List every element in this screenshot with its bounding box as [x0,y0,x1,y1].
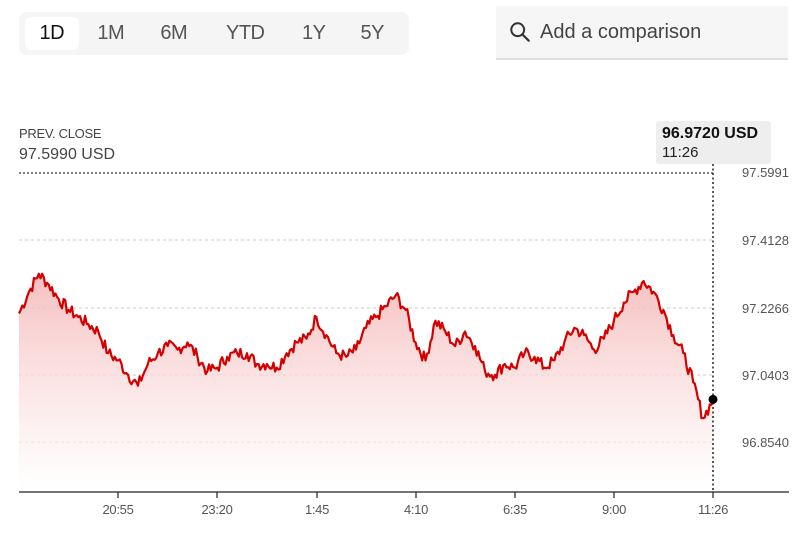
comparison-search[interactable] [496,6,788,60]
tab-5y[interactable]: 5Y [360,22,385,44]
tab-6m[interactable]: 6M [160,22,188,44]
tooltip-price: 96.9720 USD [662,125,759,142]
x-tick-label: 11:26 [697,502,729,517]
x-tick-label: 23:20 [201,502,233,517]
x-tick-label: 20:55 [102,502,134,517]
x-tick-label: 6:35 [502,502,528,517]
prev-close-value: 97.5990 USD [19,146,116,163]
tab-1y[interactable]: 1Y [301,22,326,44]
comparison-input[interactable] [540,20,770,44]
price-tooltip: 96.9720 USD 11:26 [656,121,771,164]
x-axis-ticks [117,492,714,498]
x-tick-label: 9:00 [601,502,627,517]
x-tick-label: 1:45 [304,502,330,517]
y-tick-label: 97.2266 [742,301,789,316]
prev-close-label: PREV. CLOSE [19,126,102,141]
search-icon [510,22,530,42]
y-tick-label: 97.5991 [742,165,789,180]
y-tick-label: 97.4128 [742,233,789,248]
x-tick-label: 4:10 [403,502,429,517]
y-tick-label: 97.0403 [742,368,789,383]
tab-1d[interactable]: 1D [25,17,79,50]
time-range-tabs: 1D 1M 6M YTD 1Y 5Y [19,12,409,55]
current-price-marker [708,394,718,404]
tab-ytd[interactable]: YTD [226,22,265,44]
tooltip-time: 11:26 [662,144,699,161]
price-line [18,272,715,420]
y-tick-label: 96.8540 [742,435,789,450]
tab-1m[interactable]: 1M [97,22,125,44]
price-area [19,273,713,492]
